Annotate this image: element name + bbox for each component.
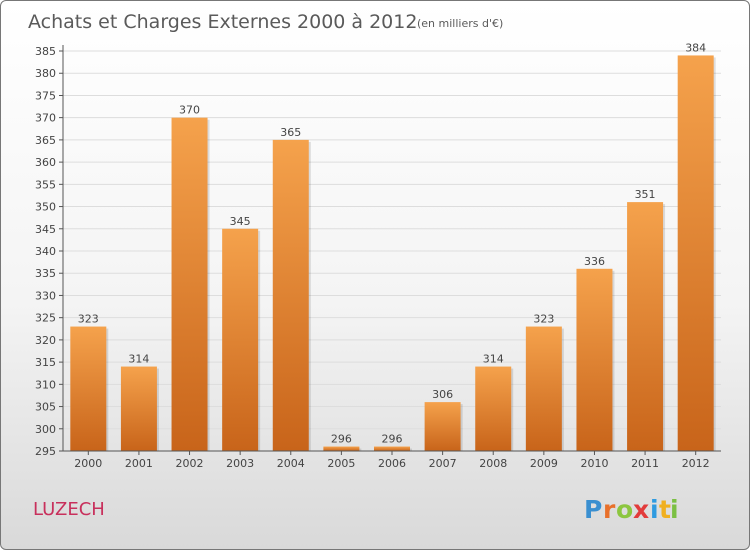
data-label: 323 bbox=[78, 313, 99, 326]
bar bbox=[424, 402, 461, 451]
brand-letter: o bbox=[616, 495, 633, 524]
x-tick-label: 2001 bbox=[125, 457, 153, 470]
data-label: 345 bbox=[230, 215, 251, 228]
x-tick-label: 2002 bbox=[176, 457, 204, 470]
y-tick-label: 345 bbox=[35, 223, 56, 236]
data-label: 336 bbox=[584, 255, 605, 268]
brand-letter: x bbox=[633, 495, 649, 524]
brand-letter: r bbox=[603, 495, 616, 524]
y-tick-label: 355 bbox=[35, 178, 56, 191]
x-tick-label: 2007 bbox=[429, 457, 457, 470]
y-tick-label: 295 bbox=[35, 445, 56, 458]
x-tick-label: 2003 bbox=[226, 457, 254, 470]
x-tick-label: 2000 bbox=[74, 457, 102, 470]
data-label: 351 bbox=[635, 188, 656, 201]
x-tick-label: 2012 bbox=[682, 457, 710, 470]
brand-letter: i bbox=[670, 495, 679, 524]
data-label: 365 bbox=[280, 126, 301, 139]
grid-lines bbox=[63, 50, 721, 452]
y-tick-label: 370 bbox=[35, 112, 56, 125]
y-tick-label: 375 bbox=[35, 89, 56, 102]
bar bbox=[120, 366, 157, 451]
bar bbox=[70, 326, 107, 451]
y-tick-label: 335 bbox=[35, 267, 56, 280]
bar bbox=[576, 268, 613, 451]
bar bbox=[171, 117, 208, 452]
y-tick-label: 315 bbox=[35, 356, 56, 369]
y-tick-label: 305 bbox=[35, 401, 56, 414]
data-label: 306 bbox=[432, 388, 453, 401]
y-tick-label: 330 bbox=[35, 289, 56, 302]
data-label: 314 bbox=[128, 353, 149, 366]
axes: 295 300 305 310 315 320 325 330 335 340 345 350 355 3… bbox=[35, 45, 721, 470]
bar bbox=[677, 55, 714, 451]
data-label: 384 bbox=[685, 41, 706, 54]
brand-letter: t bbox=[659, 495, 671, 524]
bar bbox=[222, 228, 259, 451]
brand-letter: P bbox=[584, 495, 602, 524]
bars: 323 314 370 345 365 296 296 306 314 323 336 351 384 bbox=[70, 41, 716, 452]
data-label: 296 bbox=[331, 433, 352, 446]
x-tick-label: 2005 bbox=[327, 457, 355, 470]
bar bbox=[525, 326, 562, 451]
x-tick-label: 2009 bbox=[530, 457, 558, 470]
bar bbox=[627, 202, 664, 451]
x-tick-label: 2008 bbox=[479, 457, 507, 470]
x-tick-label: 2006 bbox=[378, 457, 406, 470]
data-label: 296 bbox=[382, 433, 403, 446]
y-tick-label: 310 bbox=[35, 378, 56, 391]
y-tick-label: 325 bbox=[35, 312, 56, 325]
commune-name: LUZECH bbox=[33, 499, 105, 520]
x-tick-label: 2004 bbox=[277, 457, 305, 470]
bar bbox=[374, 446, 410, 451]
y-tick-label: 320 bbox=[35, 334, 56, 347]
data-label: 370 bbox=[179, 104, 200, 117]
y-tick-label: 365 bbox=[35, 134, 56, 147]
y-tick-label: 385 bbox=[35, 45, 56, 58]
x-tick-label: 2011 bbox=[631, 457, 659, 470]
data-label: 323 bbox=[533, 313, 554, 326]
y-tick-label: 340 bbox=[35, 245, 56, 258]
data-label: 314 bbox=[483, 353, 504, 366]
y-tick-label: 360 bbox=[35, 156, 56, 169]
y-tick-label: 380 bbox=[35, 67, 56, 80]
x-tick-label: 2010 bbox=[580, 457, 608, 470]
y-tick-label: 350 bbox=[35, 201, 56, 214]
chart-unit: (en milliers d'€) bbox=[417, 17, 503, 30]
bar bbox=[272, 139, 309, 451]
chart-title: Achats et Charges Externes 2000 à 2012 bbox=[28, 11, 417, 33]
bar bbox=[475, 366, 512, 451]
y-tick-label: 300 bbox=[35, 423, 56, 436]
bar bbox=[323, 446, 360, 451]
brand-letter: i bbox=[650, 495, 659, 524]
